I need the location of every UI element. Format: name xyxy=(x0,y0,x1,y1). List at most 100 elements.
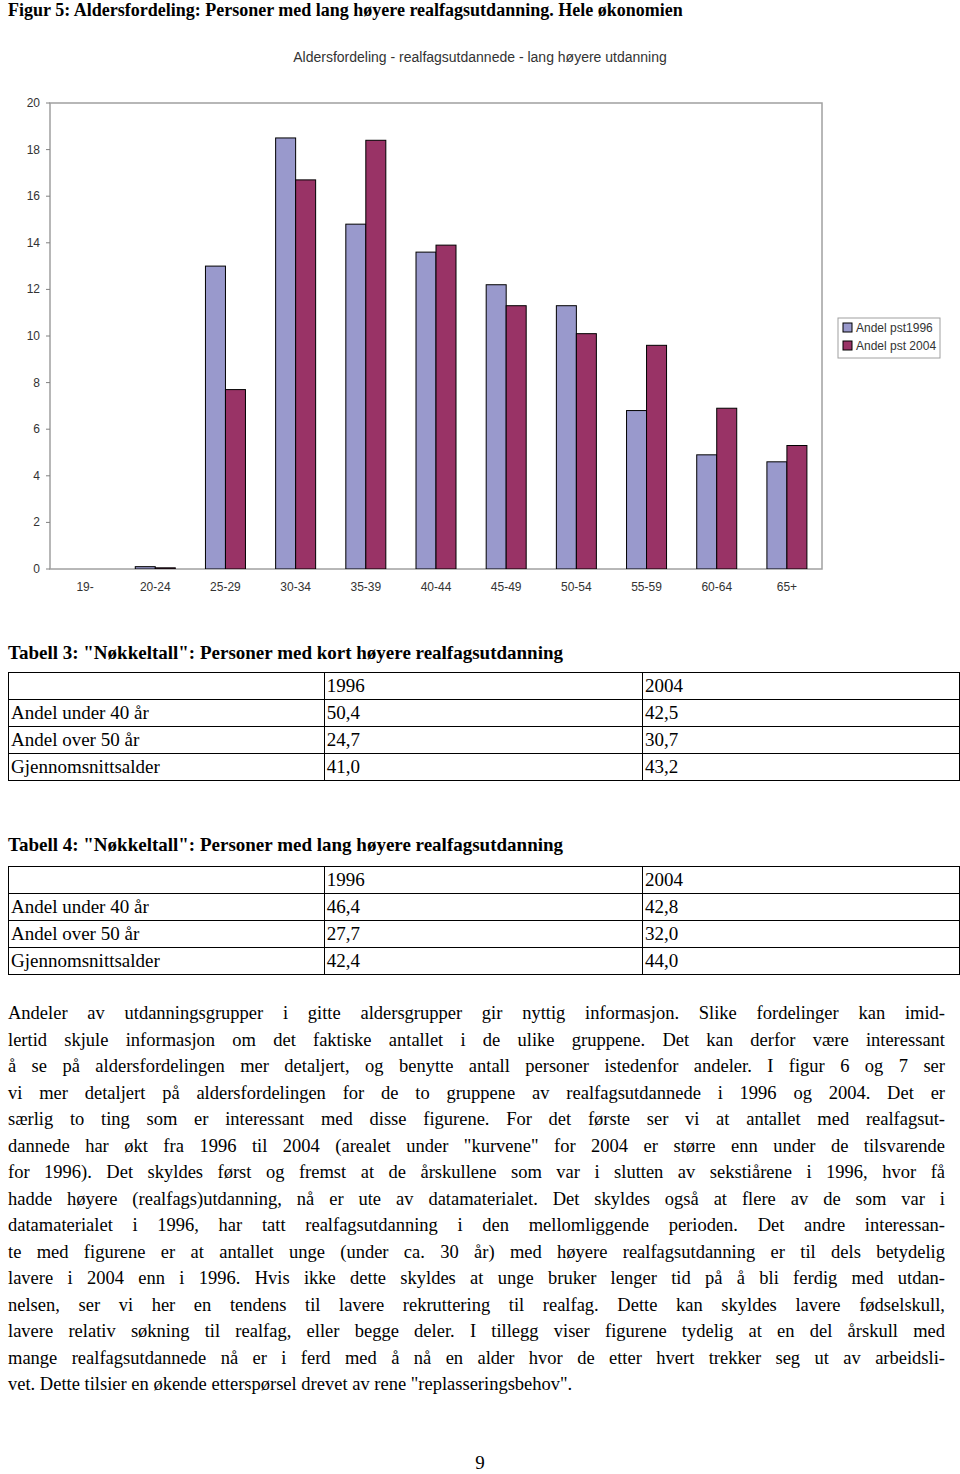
bar xyxy=(155,568,175,569)
table-header-row: 19962004 xyxy=(9,673,960,700)
y-tick xyxy=(46,336,50,337)
table-row-label: Gjennomsnittsalder xyxy=(9,754,325,781)
bar xyxy=(576,334,596,569)
table-header-cell: 1996 xyxy=(324,867,642,894)
y-tick-label: 8 xyxy=(33,376,40,390)
table-header-row: 19962004 xyxy=(9,867,960,894)
y-tick xyxy=(46,429,50,430)
y-tick-label: 18 xyxy=(27,143,41,157)
y-tick xyxy=(46,289,50,290)
body-line: mange realfagsutdannede nå er i ferd med… xyxy=(8,1346,945,1370)
x-tick-label: 40-44 xyxy=(421,580,452,594)
figure-caption: Figur 5: Aldersfordeling: Personer med l… xyxy=(8,0,683,21)
bar xyxy=(366,140,386,569)
table-header-cell: 2004 xyxy=(642,673,959,700)
table-title: Tabell 4: "Nøkkeltall": Personer med lan… xyxy=(8,834,563,856)
body-line: lertid skjule informasjon om det faktisk… xyxy=(8,1028,945,1052)
chart: Aldersfordeling - realfagsutdannede - la… xyxy=(0,0,960,620)
body-line: særlig to ting som er interessant med di… xyxy=(8,1107,945,1131)
table-cell: 32,0 xyxy=(642,921,959,948)
table-cell: 42,5 xyxy=(642,700,959,727)
x-tick-label: 50-54 xyxy=(561,580,592,594)
bar xyxy=(697,455,717,569)
table-title: Tabell 3: "Nøkkeltall": Personer med kor… xyxy=(8,642,563,664)
table-row: Andel under 40 år50,442,5 xyxy=(9,700,960,727)
table-row: Gjennomsnittsalder42,444,0 xyxy=(9,948,960,975)
table-cell: 43,2 xyxy=(642,754,959,781)
bars xyxy=(135,138,807,569)
bar xyxy=(205,266,225,569)
table-cell: 50,4 xyxy=(324,700,642,727)
y-tick xyxy=(46,382,50,383)
table-cell: 41,0 xyxy=(324,754,642,781)
y-tick-label: 14 xyxy=(27,236,41,250)
body-line: te med figurene er at antallet unge (und… xyxy=(8,1240,945,1264)
table-row-label: Andel under 40 år xyxy=(9,894,325,921)
table: 19962004Andel under 40 år50,442,5Andel o… xyxy=(8,672,960,781)
bar xyxy=(556,306,576,569)
y-tick xyxy=(46,475,50,476)
x-tick-label: 20-24 xyxy=(140,580,171,594)
x-tick-label: 45-49 xyxy=(491,580,522,594)
legend-swatch xyxy=(843,341,852,350)
y-tick-label: 4 xyxy=(33,469,40,483)
body-line: å se på aldersfordelingen mer detaljert,… xyxy=(8,1054,945,1078)
table-row: Andel over 50 år27,732,0 xyxy=(9,921,960,948)
bar xyxy=(225,390,245,569)
table-cell: 44,0 xyxy=(642,948,959,975)
y-tick-label: 10 xyxy=(27,329,41,343)
bar xyxy=(296,180,316,569)
bar xyxy=(436,245,456,569)
x-tick-label: 19- xyxy=(76,580,93,594)
table-header-cell: 1996 xyxy=(324,673,642,700)
body-line: dannede har økt fra 1996 til 2004 (areal… xyxy=(8,1134,945,1158)
y-tick-label: 12 xyxy=(27,282,41,296)
table-row-label: Andel over 50 år xyxy=(9,921,325,948)
body-line: vi mer detaljert på aldersfordelingen fo… xyxy=(8,1081,945,1105)
y-tick-label: 16 xyxy=(27,189,41,203)
y-tick xyxy=(46,569,50,570)
bar xyxy=(506,306,526,569)
table-cell xyxy=(9,867,325,894)
table-cell: 42,4 xyxy=(324,948,642,975)
page-number: 9 xyxy=(0,1452,960,1474)
table-cell: 42,8 xyxy=(642,894,959,921)
legend-label: Andel pst 2004 xyxy=(856,339,936,353)
legend-box xyxy=(838,318,940,358)
table-row-label: Gjennomsnittsalder xyxy=(9,948,325,975)
y-tick xyxy=(46,242,50,243)
bar xyxy=(717,408,737,569)
table-row: Andel over 50 år24,730,7 xyxy=(9,727,960,754)
body-line: lavere i 2004 enn i 1996. Hvis ikke dett… xyxy=(8,1266,945,1290)
bar xyxy=(627,411,647,569)
table-row-label: Andel under 40 år xyxy=(9,700,325,727)
body-line: datamaterialet i 1996, har tatt realfags… xyxy=(8,1213,945,1237)
table-row-label: Andel over 50 år xyxy=(9,727,325,754)
body-line: hadde høyere (realfags)utdanning, nå er … xyxy=(8,1187,945,1211)
bar xyxy=(647,345,667,569)
legend-label: Andel pst1996 xyxy=(856,321,933,335)
table-header-cell: 2004 xyxy=(642,867,959,894)
table-row: Gjennomsnittsalder41,043,2 xyxy=(9,754,960,781)
y-tick xyxy=(46,196,50,197)
y-tick xyxy=(46,522,50,523)
x-tick-label: 25-29 xyxy=(210,580,241,594)
table-cell: 46,4 xyxy=(324,894,642,921)
bar xyxy=(416,252,436,569)
y-tick-label: 2 xyxy=(33,515,40,529)
bar xyxy=(65,569,85,570)
x-tick-label: 55-59 xyxy=(631,580,662,594)
y-tick xyxy=(46,103,50,104)
legend-swatch xyxy=(843,323,852,332)
plot-area xyxy=(50,103,822,569)
body-line: lavere relativ søkning til realfag, elle… xyxy=(8,1319,945,1343)
table-cell: 24,7 xyxy=(324,727,642,754)
bar xyxy=(787,446,807,569)
bar xyxy=(346,224,366,569)
bar xyxy=(135,567,155,569)
y-tick-label: 6 xyxy=(33,422,40,436)
y-tick xyxy=(46,149,50,150)
bar xyxy=(85,569,105,570)
body-line: vet. Dette tilsier en økende etterspørse… xyxy=(8,1372,945,1396)
y-tick-label: 0 xyxy=(33,562,40,576)
